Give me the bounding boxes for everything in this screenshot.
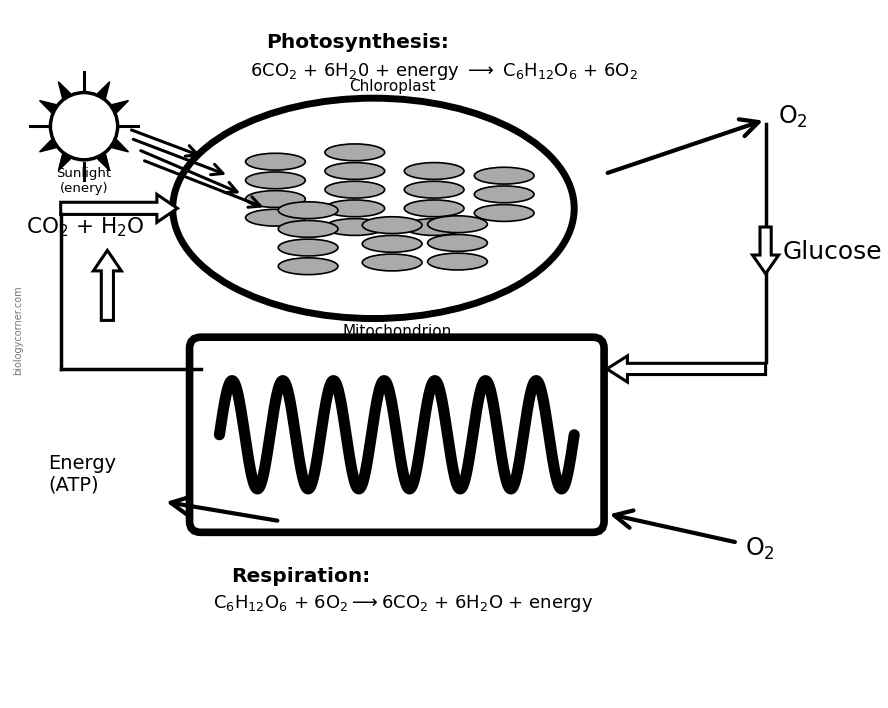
- Ellipse shape: [325, 219, 385, 236]
- Text: Sunlight
(enery): Sunlight (enery): [57, 167, 112, 195]
- Ellipse shape: [246, 153, 305, 170]
- Polygon shape: [59, 154, 70, 171]
- Text: Respiration:: Respiration:: [232, 567, 371, 586]
- Ellipse shape: [325, 200, 385, 217]
- FancyArrow shape: [752, 227, 779, 274]
- Polygon shape: [40, 101, 56, 113]
- Ellipse shape: [246, 172, 305, 189]
- Polygon shape: [112, 101, 129, 113]
- Polygon shape: [40, 139, 56, 152]
- Ellipse shape: [246, 210, 305, 226]
- Circle shape: [51, 93, 117, 160]
- Text: 6CO$_2$ + 6H$_2$0 + energy $\longrightarrow$ C$_6$H$_{12}$O$_6$ + 6O$_2$: 6CO$_2$ + 6H$_2$0 + energy $\longrightar…: [250, 61, 638, 82]
- FancyArrow shape: [60, 194, 178, 222]
- Ellipse shape: [474, 205, 534, 222]
- FancyBboxPatch shape: [189, 337, 604, 532]
- Ellipse shape: [325, 163, 385, 179]
- Text: Energy
(ATP): Energy (ATP): [49, 454, 116, 495]
- Text: Chloroplast: Chloroplast: [349, 79, 435, 93]
- Ellipse shape: [474, 186, 534, 202]
- Ellipse shape: [278, 202, 338, 219]
- Text: CO$_2$ + H$_2$O: CO$_2$ + H$_2$O: [26, 215, 145, 239]
- Polygon shape: [98, 81, 110, 98]
- Ellipse shape: [278, 220, 338, 237]
- FancyArrow shape: [607, 356, 765, 382]
- Ellipse shape: [325, 181, 385, 198]
- Ellipse shape: [404, 163, 464, 179]
- Ellipse shape: [362, 217, 422, 234]
- Ellipse shape: [474, 167, 534, 184]
- Polygon shape: [98, 154, 110, 171]
- Text: O$_2$: O$_2$: [778, 104, 807, 130]
- Ellipse shape: [278, 258, 338, 275]
- Ellipse shape: [428, 234, 488, 251]
- Text: biologycorner.com: biologycorner.com: [13, 285, 23, 375]
- Text: Glucose: Glucose: [782, 240, 882, 264]
- Text: Mitochondrion: Mitochondrion: [342, 324, 451, 339]
- FancyArrow shape: [93, 251, 122, 321]
- Ellipse shape: [404, 181, 464, 198]
- Text: C$_6$H$_{12}$O$_6$ + 6O$_2$$\longrightarrow$6CO$_2$ + 6H$_2$O + energy: C$_6$H$_{12}$O$_6$ + 6O$_2$$\longrightar…: [213, 593, 593, 614]
- Ellipse shape: [404, 200, 464, 217]
- Polygon shape: [59, 81, 70, 98]
- Ellipse shape: [362, 236, 422, 252]
- Ellipse shape: [404, 219, 464, 236]
- Text: Photosynthesis:: Photosynthesis:: [266, 33, 449, 52]
- Ellipse shape: [278, 239, 338, 256]
- Ellipse shape: [246, 190, 305, 207]
- Ellipse shape: [173, 98, 575, 319]
- Text: O$_2$: O$_2$: [745, 536, 775, 562]
- Ellipse shape: [325, 144, 385, 161]
- Ellipse shape: [428, 216, 488, 233]
- Ellipse shape: [428, 253, 488, 270]
- Ellipse shape: [362, 254, 422, 271]
- Polygon shape: [112, 139, 129, 152]
